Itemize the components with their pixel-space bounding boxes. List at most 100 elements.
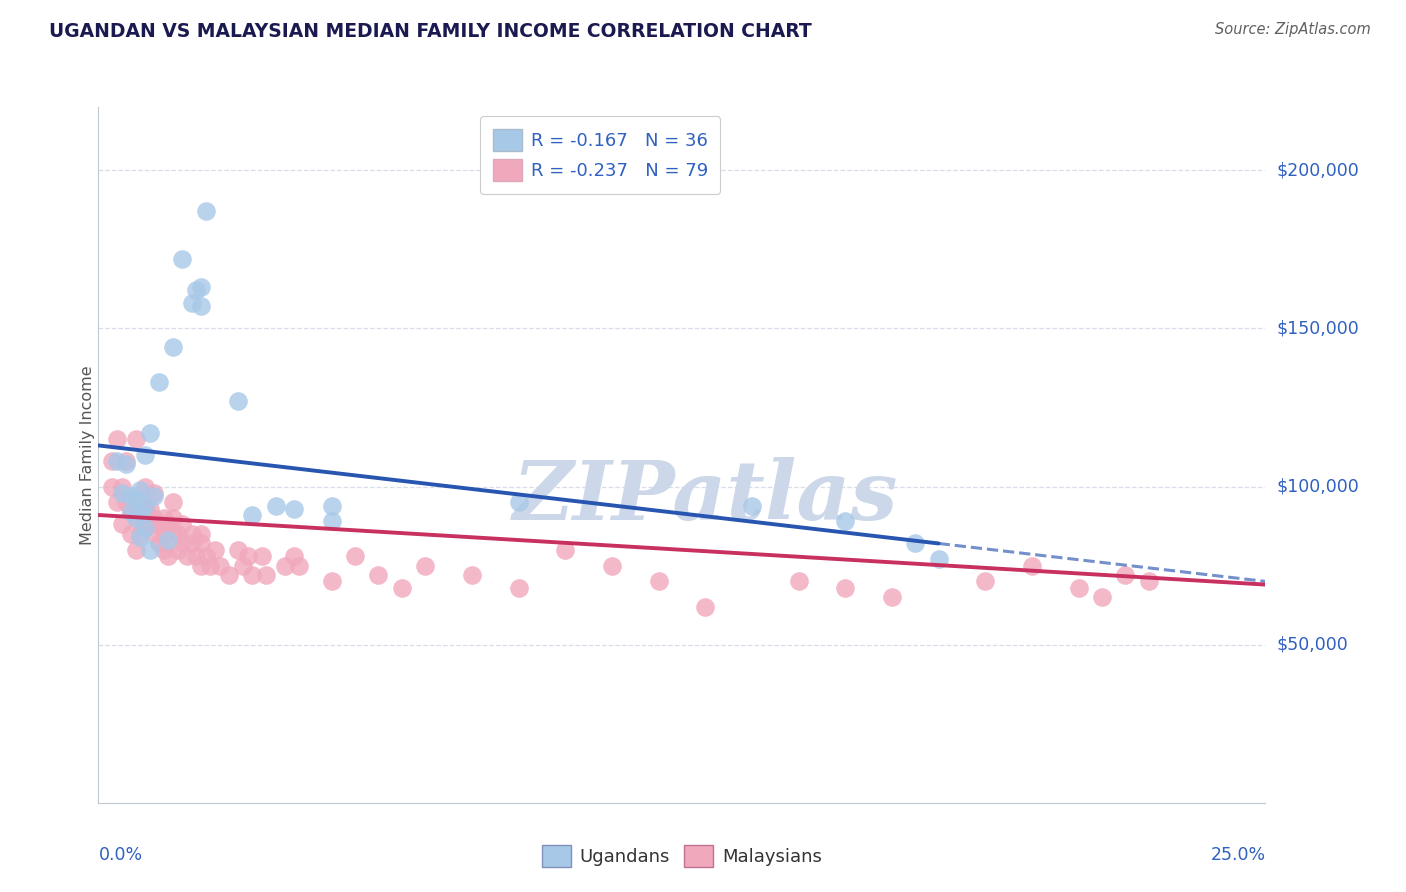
Point (111, 517, 134, 532)
Point (139, 517, 162, 532)
Point (148, 517, 170, 532)
Point (508, 581, 530, 595)
Point (186, 549, 208, 563)
Point (413, 558, 436, 573)
Point (321, 514, 343, 528)
Point (129, 483, 152, 497)
Point (600, 558, 623, 573)
Point (129, 505, 152, 519)
Point (166, 542, 188, 557)
Text: 25.0%: 25.0% (1211, 846, 1265, 863)
Point (125, 542, 148, 557)
Legend: Ugandans, Malaysians: Ugandans, Malaysians (534, 838, 830, 874)
Point (129, 527, 152, 541)
Point (204, 542, 226, 557)
Point (139, 425, 162, 440)
Point (134, 479, 156, 493)
Text: $100,000: $100,000 (1277, 477, 1360, 496)
Point (208, 558, 231, 573)
Point (228, 542, 250, 557)
Point (101, 479, 124, 493)
Point (242, 508, 264, 522)
Point (834, 581, 856, 595)
Point (391, 581, 413, 595)
Point (194, 204, 217, 219)
Point (139, 542, 162, 557)
Point (152, 527, 174, 541)
Point (1114, 568, 1136, 582)
Point (554, 542, 576, 557)
Point (120, 489, 142, 503)
Point (344, 549, 367, 563)
Point (105, 432, 128, 446)
Point (880, 591, 903, 605)
Point (143, 511, 166, 525)
Text: ZIPatlas: ZIPatlas (513, 457, 898, 537)
Point (180, 536, 202, 550)
Point (120, 505, 142, 519)
Point (928, 552, 950, 566)
Point (129, 495, 152, 509)
Point (134, 501, 156, 516)
Point (242, 568, 264, 582)
Point (152, 511, 174, 525)
Point (125, 511, 148, 525)
Point (190, 280, 212, 294)
Point (143, 527, 166, 541)
Point (162, 495, 184, 509)
Point (461, 568, 484, 582)
Point (904, 536, 927, 550)
Text: $150,000: $150,000 (1277, 319, 1360, 337)
Point (101, 454, 124, 468)
Point (190, 527, 212, 541)
Point (157, 517, 180, 532)
Point (162, 340, 184, 354)
Point (283, 549, 305, 563)
Point (834, 514, 856, 528)
Point (236, 549, 259, 563)
Point (139, 501, 162, 516)
Point (1137, 574, 1160, 589)
Point (115, 495, 138, 509)
Point (194, 549, 217, 563)
Point (148, 536, 170, 550)
Point (105, 495, 128, 509)
Point (321, 499, 343, 513)
Point (787, 574, 810, 589)
Text: UGANDAN VS MALAYSIAN MEDIAN FAMILY INCOME CORRELATION CHART: UGANDAN VS MALAYSIAN MEDIAN FAMILY INCOM… (49, 22, 811, 41)
Point (120, 527, 142, 541)
Point (134, 517, 156, 532)
Point (166, 527, 188, 541)
Point (508, 495, 530, 509)
Point (111, 479, 134, 493)
Point (200, 558, 222, 573)
Point (172, 252, 194, 266)
Point (148, 375, 170, 389)
Point (162, 511, 184, 525)
Point (321, 574, 343, 589)
Point (125, 432, 148, 446)
Point (105, 454, 128, 468)
Point (974, 574, 997, 589)
Text: 0.0%: 0.0% (98, 846, 142, 863)
Point (134, 499, 156, 513)
Point (162, 527, 184, 541)
Text: $200,000: $200,000 (1277, 161, 1360, 179)
Point (125, 492, 148, 507)
Point (172, 536, 194, 550)
Point (176, 549, 198, 563)
Point (256, 568, 278, 582)
Point (115, 458, 138, 472)
Point (143, 489, 166, 503)
Point (180, 527, 202, 541)
Point (134, 448, 156, 462)
Point (120, 505, 142, 519)
Point (367, 568, 389, 582)
Point (125, 511, 148, 525)
Point (190, 536, 212, 550)
Point (134, 521, 156, 535)
Point (288, 558, 311, 573)
Point (157, 533, 180, 548)
Point (157, 549, 180, 563)
Point (1021, 558, 1043, 573)
